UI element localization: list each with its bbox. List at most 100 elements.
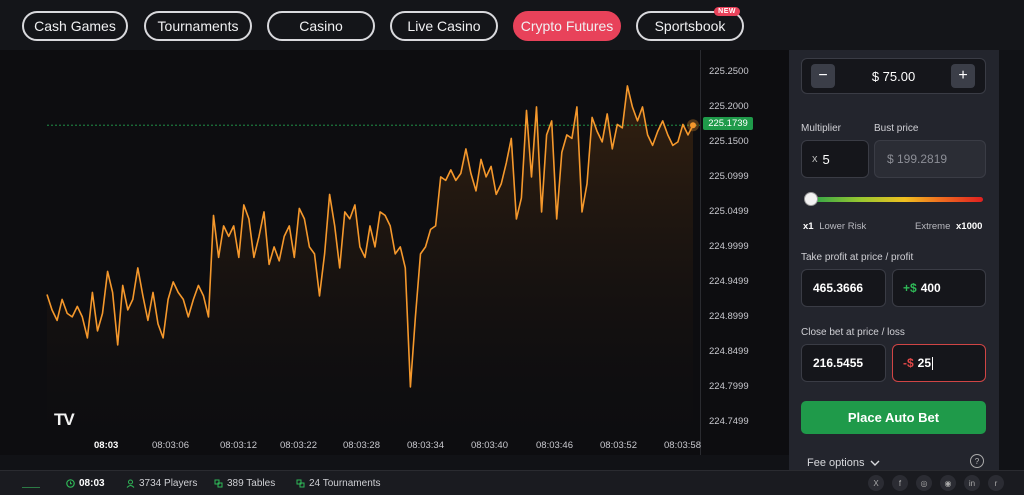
tab-tournaments[interactable]: Tournaments xyxy=(144,11,252,41)
y-tick-label: 224.8999 xyxy=(709,311,749,322)
x-tick-label: 08:03:52 xyxy=(600,440,637,451)
minus-icon: − xyxy=(818,67,828,84)
facebook-icon[interactable]: f xyxy=(892,475,908,491)
place-auto-bet-label: Place Auto Bet xyxy=(847,410,940,425)
x-tick-label: 08:03:28 xyxy=(343,440,380,451)
loss-prefix: -$ xyxy=(903,356,914,370)
y-tick-label: 224.7999 xyxy=(709,381,749,392)
fee-options-toggle[interactable]: Fee options xyxy=(807,457,880,469)
bust-price-label: Bust price xyxy=(874,123,919,134)
increase-amount-button[interactable]: + xyxy=(951,64,975,88)
social-glyph: ◉ xyxy=(944,478,952,488)
linkedin-icon[interactable]: in xyxy=(964,475,980,491)
reddit-icon[interactable]: r xyxy=(988,475,1004,491)
status-bar: 08:03 3734 Players 389 Tables 24 Tournam… xyxy=(0,470,1024,495)
fee-options-label: Fee options xyxy=(807,457,865,469)
tab-label: Crypto Futures xyxy=(520,18,614,34)
tab-casino[interactable]: Casino xyxy=(267,11,375,41)
tab-label: Cash Games xyxy=(34,18,116,34)
tournaments-count: 24 Tournaments xyxy=(296,478,381,489)
place-auto-bet-button[interactable]: Place Auto Bet xyxy=(801,401,986,434)
tab-label: Casino xyxy=(299,18,343,34)
price-chart-svg xyxy=(46,85,702,436)
risk-slider-handle[interactable] xyxy=(804,192,818,206)
players-count: 3734 Players xyxy=(126,478,197,489)
take-profit-label: Take profit at price / profit xyxy=(801,252,914,263)
take-profit-price-input[interactable]: 465.3666 xyxy=(801,269,886,307)
tables-text: 389 Tables xyxy=(227,478,276,489)
x-tick-label: 08:03:58 xyxy=(664,440,701,451)
tables-count: 389 Tables xyxy=(214,478,275,489)
y-tick-label: 225.2500 xyxy=(709,66,749,77)
bust-price-field: $ 199.2819 xyxy=(874,140,986,178)
take-profit-price-value: 465.3666 xyxy=(813,281,864,295)
close-bet-amount-input[interactable]: -$ 25 xyxy=(892,344,986,382)
tab-cash-games[interactable]: Cash Games xyxy=(22,11,128,41)
tab-crypto-futures[interactable]: Crypto Futures xyxy=(513,11,621,41)
social-glyph: in xyxy=(968,478,976,488)
social-glyph: r xyxy=(994,478,998,488)
multiplier-input[interactable]: x 5 xyxy=(801,140,869,178)
price-area-fill xyxy=(47,85,693,436)
price-chart[interactable]: TV xyxy=(0,50,702,455)
y-tick-label: 224.9999 xyxy=(709,241,749,252)
x-tick-label: 08:03:46 xyxy=(536,440,573,451)
help-icon[interactable]: ? xyxy=(970,454,984,468)
social-glyph: f xyxy=(898,478,902,488)
risk-max-value: x1000 xyxy=(956,221,983,232)
chevron-down-icon xyxy=(870,460,880,466)
instagram-icon[interactable]: ◎ xyxy=(916,475,932,491)
clock-time: 08:03 xyxy=(79,478,105,489)
tab-label: Live Casino xyxy=(407,18,481,34)
multiplier-value: 5 xyxy=(822,151,830,167)
y-tick-label: 224.7499 xyxy=(709,416,749,427)
discord-icon[interactable]: ◉ xyxy=(940,475,956,491)
clock-icon xyxy=(66,479,75,488)
multiplier-prefix: x xyxy=(812,153,818,165)
multiplier-label: Multiplier xyxy=(801,123,842,134)
risk-min-label: Lower Risk xyxy=(819,221,867,232)
risk-max: Extreme x1000 xyxy=(915,221,982,232)
close-bet-price-value: 216.5455 xyxy=(813,356,864,370)
clock: 08:03 xyxy=(66,478,105,489)
y-axis: 225.2500 225.2000 225.1500 225.0999 225.0499… xyxy=(700,50,789,455)
close-bet-price-input[interactable]: 216.5455 xyxy=(801,344,886,382)
y-tick-label: 224.9499 xyxy=(709,276,749,287)
players-icon xyxy=(126,479,135,488)
current-price-tag: 225.1739 xyxy=(703,117,753,130)
tab-live-casino[interactable]: Live Casino xyxy=(390,11,498,41)
y-tick-label: 225.1500 xyxy=(709,136,749,147)
x-tick-label: 08:03:06 xyxy=(152,440,189,451)
x-social-icon[interactable]: X xyxy=(868,475,884,491)
x-tick-label: 08:03:40 xyxy=(471,440,508,451)
risk-min-value: x1 xyxy=(803,221,814,232)
profit-prefix: +$ xyxy=(903,281,917,295)
new-badge: NEW xyxy=(714,7,740,16)
y-tick-label: 225.2000 xyxy=(709,101,749,112)
top-nav: Cash Games Tournaments Casino Live Casin… xyxy=(0,0,1024,51)
price-line xyxy=(46,85,694,388)
current-price-value: 225.1739 xyxy=(708,118,748,129)
social-glyph: ◎ xyxy=(920,478,928,488)
help-glyph: ? xyxy=(974,456,980,466)
tab-sportsbook[interactable]: Sportsbook NEW xyxy=(636,7,744,41)
tradingview-logo: TV xyxy=(54,410,75,429)
take-profit-amount-input[interactable]: +$ 400 xyxy=(892,269,986,307)
bet-amount-value: $ 75.00 xyxy=(871,68,916,84)
risk-slider-track[interactable] xyxy=(809,197,983,202)
tournaments-icon xyxy=(296,479,305,488)
plus-icon: + xyxy=(958,67,968,84)
tab-label: Sportsbook xyxy=(654,18,726,34)
right-strip xyxy=(999,50,1024,470)
decrease-amount-button[interactable]: − xyxy=(811,64,835,88)
x-tick-label: 08:03 xyxy=(94,440,119,451)
x-tick-label: 08:03:12 xyxy=(220,440,257,451)
y-tick-label: 224.8499 xyxy=(709,346,749,357)
take-profit-amount-value: 400 xyxy=(920,281,941,295)
bet-panel: $ 75.00 − + Multiplier Bust price x 5 $ … xyxy=(789,50,999,470)
bust-price-value: $ 199.2819 xyxy=(887,152,948,166)
social-glyph: X xyxy=(873,478,879,488)
risk-max-label: Extreme xyxy=(915,221,951,232)
signal-icon xyxy=(22,479,40,488)
risk-min: x1 Lower Risk xyxy=(803,221,866,232)
